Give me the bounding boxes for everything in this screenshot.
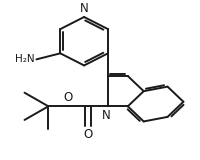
Text: O: O: [83, 128, 93, 141]
Text: O: O: [64, 91, 73, 104]
Text: N: N: [102, 109, 110, 122]
Text: H₂N: H₂N: [15, 54, 34, 64]
Text: N: N: [80, 2, 88, 15]
